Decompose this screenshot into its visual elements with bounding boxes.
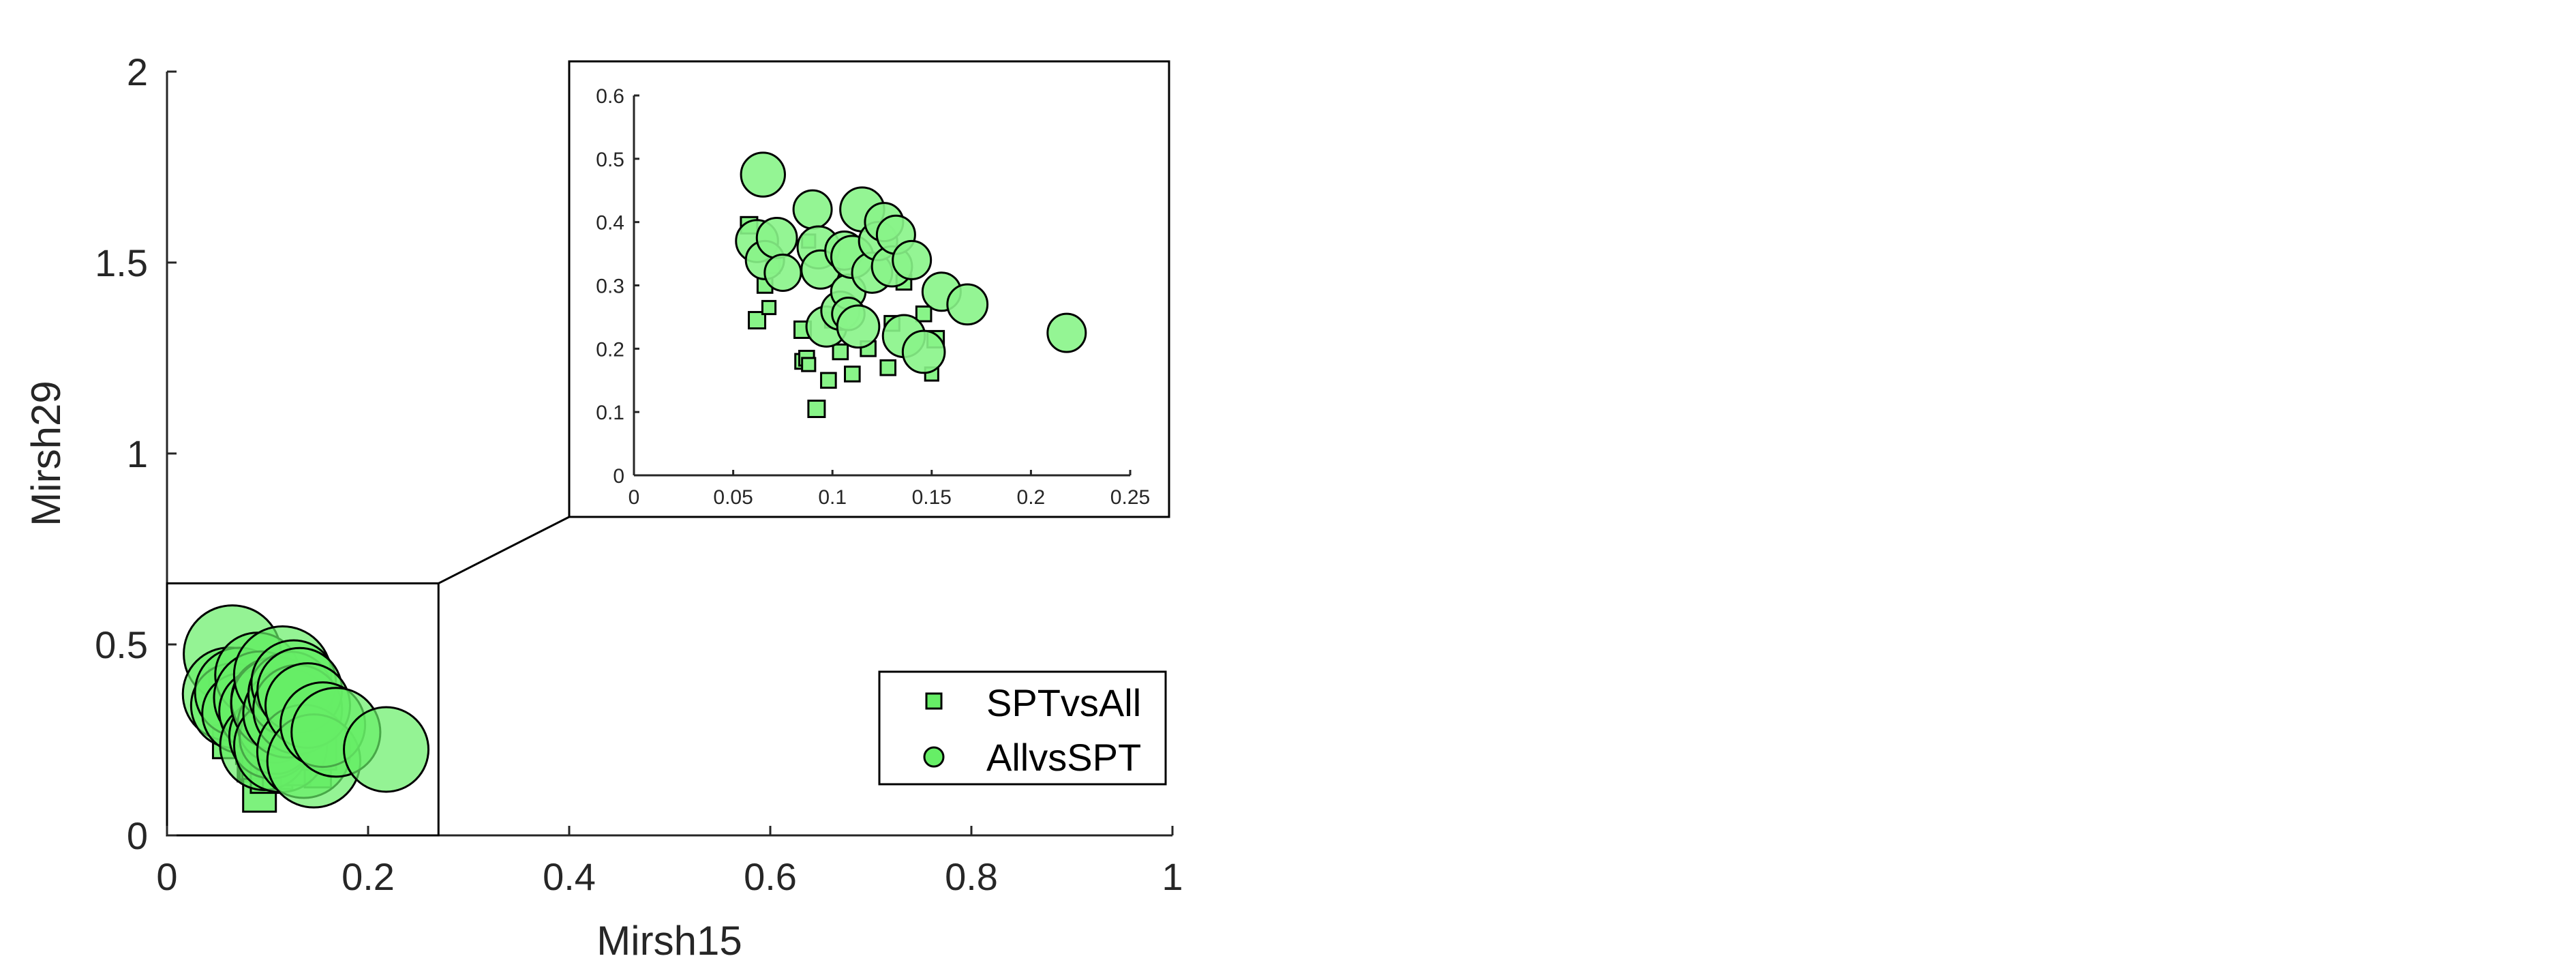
inset-y-tick-label: 0.4 [596, 212, 624, 235]
zoom-region-rect [166, 582, 440, 837]
legend-circle-marker [923, 746, 945, 768]
legend-entry-sptvsall: SPTvsAll [986, 681, 1141, 724]
inset-y-ticks: 0 0.1 0.2 0.3 0.4 0.5 0.6 [596, 85, 639, 488]
inset-x-tick-label: 0.1 [818, 486, 847, 509]
inset-y-tick-label: 0.6 [596, 85, 624, 108]
inset-point-allvsspt [946, 283, 989, 326]
inset-x-tick-label: 0.2 [1017, 486, 1046, 509]
inset-y-tick-label: 0.2 [596, 338, 624, 361]
inset-point-allvsspt [836, 304, 881, 349]
inset-y-tick-label: 0.3 [596, 276, 624, 298]
legend: SPTvsAll AllvsSPT [878, 670, 1167, 786]
main-axes: 0 0.2 0.4 0.6 0.8 1 0 0.5 1 1.5 2 Mirsh15 Mirsh29 [23, 50, 1183, 964]
inset-point-sptvsall [820, 372, 837, 389]
inset-x-tick-label: 0 [628, 486, 640, 509]
inset-axes: 0 0.05 0.1 0.15 0.2 0.25 0 0.1 0.2 0.3 0.4 0.5 0.6 [568, 60, 1170, 518]
main-x-tick-label: 0.6 [744, 855, 797, 898]
inset-point-allvsspt [792, 189, 833, 230]
main-y-tick-label: 0 [127, 814, 148, 857]
main-y-ticks: 0 0.5 1 1.5 2 [95, 50, 177, 857]
inset-point-allvsspt [740, 151, 786, 198]
main-x-ticks: 0 0.2 0.4 0.6 0.8 1 [156, 826, 1183, 898]
main-x-tick-label: 0.2 [342, 855, 395, 898]
main-y-tick-label: 1.5 [95, 241, 148, 284]
inset-point-allvsspt [755, 216, 798, 259]
inset-point-sptvsall [807, 400, 826, 419]
main-plot-points [181, 604, 430, 813]
zoom-connector-line [438, 516, 570, 584]
inset-x-tick-label: 0.05 [713, 486, 753, 509]
inset-point-sptvsall [844, 366, 861, 383]
inset-y-tick-label: 0.1 [596, 402, 624, 424]
main-x-tick-label: 1 [1162, 855, 1183, 898]
y-axis-label: Mirsh29 [23, 381, 69, 526]
main-x-tick-label: 0 [156, 855, 177, 898]
main-y-tick-label: 2 [127, 50, 148, 93]
main-y-tick-label: 1 [127, 432, 148, 475]
main-x-tick-label: 0.4 [543, 855, 596, 898]
inset-point-allvsspt [1046, 312, 1087, 353]
main-x-tick-label: 0.8 [945, 855, 998, 898]
inset-point-sptvsall [801, 357, 817, 372]
inset-x-tick-label: 0.25 [1110, 486, 1150, 509]
inset-point-allvsspt [763, 253, 802, 293]
inset-point-allvsspt [901, 329, 946, 374]
inset-plot-points [735, 151, 1087, 419]
inset-x-tick-label: 0.15 [912, 486, 952, 509]
legend-entry-allvsspt: AllvsSPT [986, 736, 1141, 779]
inset-x-ticks: 0 0.05 0.1 0.15 0.2 0.25 [628, 470, 1150, 509]
x-axis-label: Mirsh15 [596, 918, 742, 964]
inset-point-sptvsall [832, 343, 849, 361]
inset-y-tick-label: 0.5 [596, 149, 624, 171]
legend-square-marker [925, 692, 943, 710]
point-allvsspt [343, 706, 430, 793]
inset-point-sptvsall [761, 299, 777, 316]
inset-y-tick-label: 0 [613, 465, 624, 488]
legend-box [878, 670, 1167, 786]
main-y-tick-label: 0.5 [95, 623, 148, 666]
inset-point-sptvsall [915, 305, 933, 323]
inset-point-allvsspt [892, 239, 933, 280]
inset-point-sptvsall [879, 359, 897, 376]
